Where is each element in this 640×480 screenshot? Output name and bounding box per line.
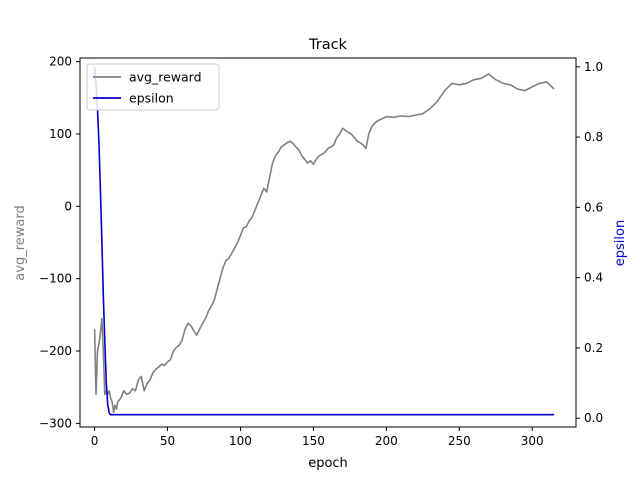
- y-right-tick-label: 0.0: [584, 411, 603, 425]
- y-left-tick-label: 200: [49, 55, 72, 69]
- x-tick-label: 300: [521, 434, 544, 448]
- legend-label-epsilon: epsilon: [129, 91, 174, 106]
- y-right-tick-label: 1.0: [584, 60, 603, 74]
- series-line-epsilon: [93, 66, 555, 416]
- y-right-tick-label: 0.2: [584, 341, 603, 355]
- y-right-tick-label: 0.8: [584, 130, 603, 144]
- y-axis-left-label: avg_reward: [13, 205, 28, 280]
- x-tick-label: 200: [375, 434, 398, 448]
- x-axis: 0 50 100 150 200 250 300: [91, 427, 544, 448]
- y-axis-right: 1.0 0.8 0.6 0.4 0.2 0.0: [576, 60, 603, 425]
- y-right-tick-label: 0.4: [584, 271, 603, 285]
- series-layer: [93, 66, 555, 416]
- y-left-tick-label: −200: [39, 344, 72, 358]
- chart-title: Track: [308, 37, 348, 53]
- y-axis-right-label: epsilon: [613, 220, 628, 266]
- y-left-tick-label: −100: [39, 272, 72, 286]
- x-tick-label: 50: [160, 434, 175, 448]
- legend-label-avg_reward: avg_reward: [129, 70, 202, 85]
- x-tick-label: 250: [448, 434, 471, 448]
- x-tick-label: 100: [229, 434, 252, 448]
- plot-area: [79, 57, 577, 428]
- y-left-tick-label: 100: [49, 127, 72, 141]
- x-tick-label: 150: [302, 434, 325, 448]
- y-right-tick-label: 0.6: [584, 200, 603, 214]
- series-line-avg_reward: [93, 73, 555, 414]
- y-left-tick-label: 0: [64, 199, 72, 213]
- y-left-tick-label: −300: [39, 416, 72, 430]
- y-axis-left: 200 100 0 −100 −200 −300: [39, 55, 80, 430]
- plot-frame: [79, 57, 577, 428]
- x-tick-label: 0: [91, 434, 99, 448]
- x-axis-label: epoch: [308, 456, 348, 471]
